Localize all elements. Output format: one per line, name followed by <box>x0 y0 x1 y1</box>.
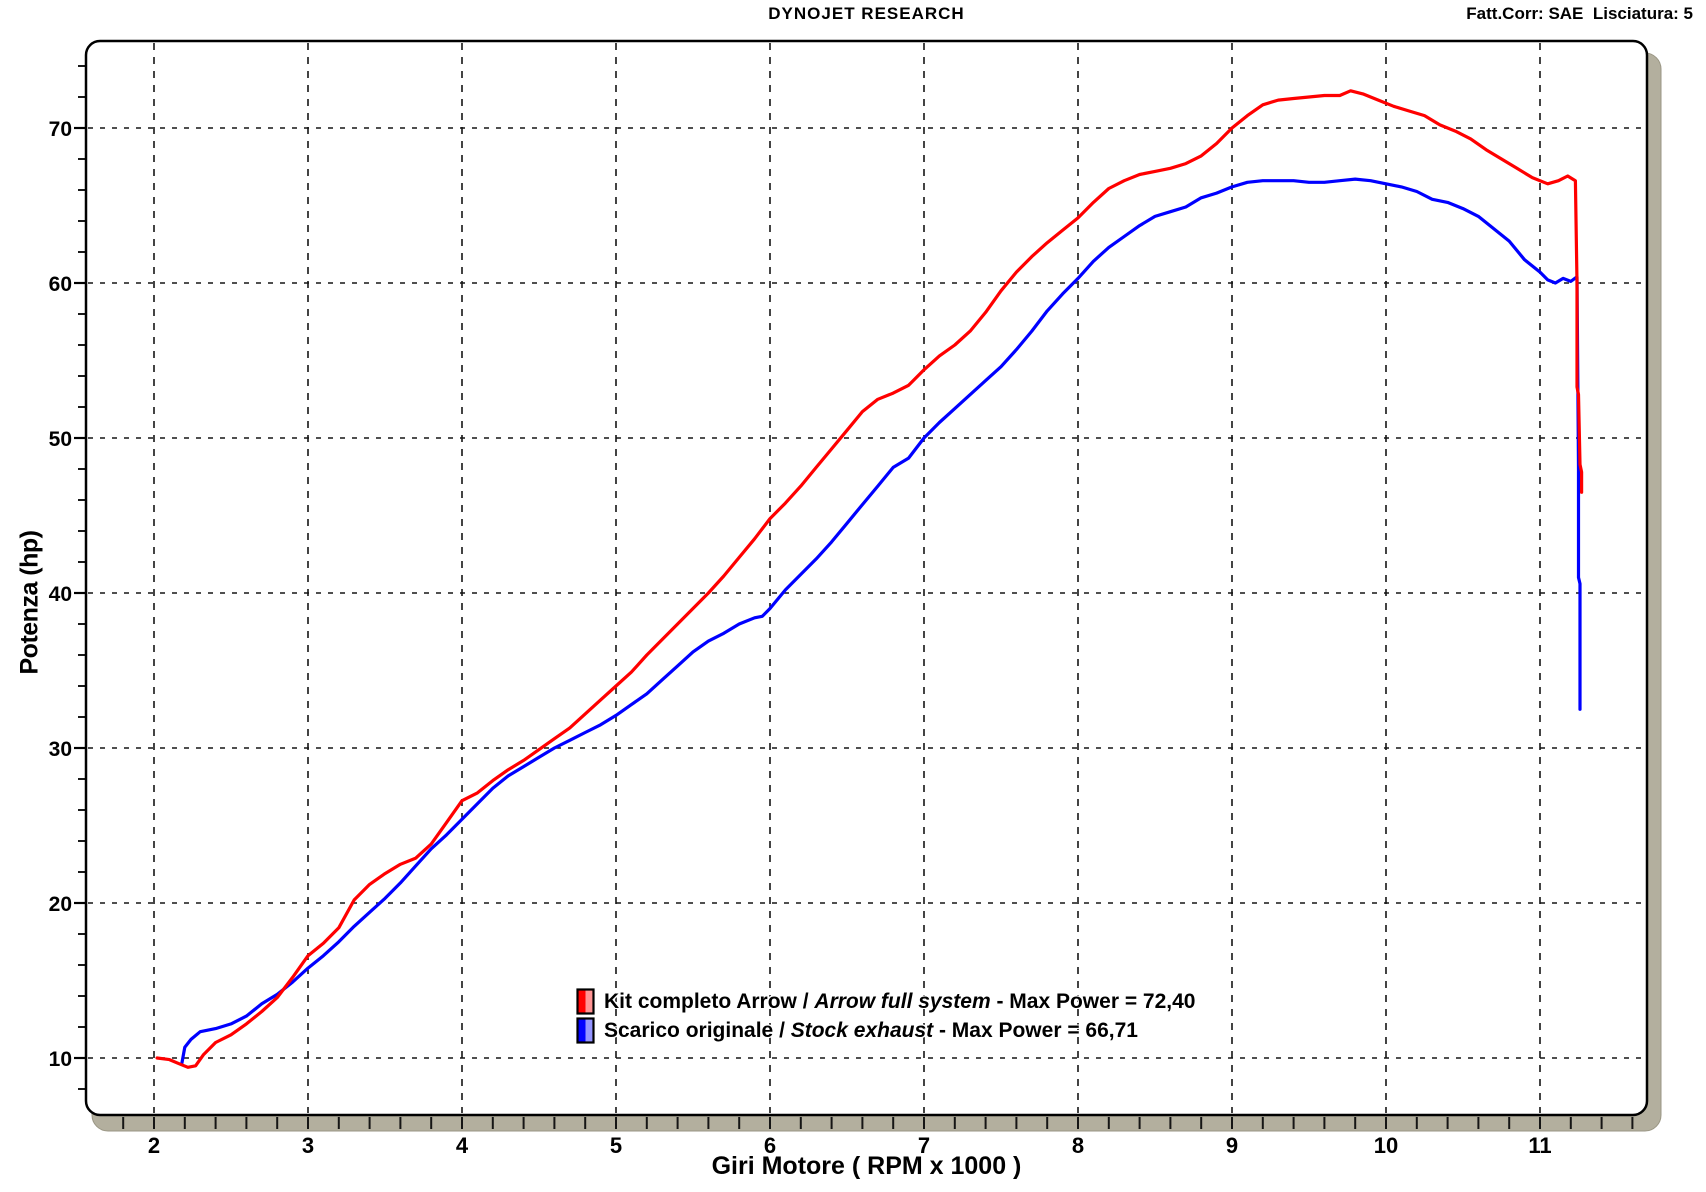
plot-area <box>84 39 1649 1117</box>
x-tick-label: 2 <box>148 1133 160 1158</box>
y-axis-title: Potenza (hp) <box>15 530 44 675</box>
power-curve-arrow <box>155 89 1584 1069</box>
y-tick-label: 70 <box>49 118 72 141</box>
y-tick-label: 10 <box>49 1048 72 1071</box>
y-tick-label: 20 <box>49 893 72 916</box>
y-tick-label: 60 <box>49 273 72 296</box>
x-tick-label: 8 <box>1072 1133 1084 1158</box>
y-tick-label: 40 <box>49 583 72 606</box>
y-tick-label: 50 <box>49 428 72 451</box>
x-tick-label: 4 <box>456 1133 469 1158</box>
legend-row-arrow: Kit completo Arrow / Arrow full system -… <box>576 987 1195 1016</box>
x-tick-label: 9 <box>1226 1133 1238 1158</box>
page-title: DYNOJET RESEARCH <box>768 4 965 23</box>
x-tick-label: 7 <box>918 1133 930 1158</box>
x-axis-title: Giri Motore ( RPM x 1000 ) <box>711 1152 1022 1180</box>
x-tick-label: 3 <box>302 1133 314 1158</box>
power-curve-stock <box>180 177 1582 1066</box>
x-tick-label: 6 <box>764 1133 776 1158</box>
legend-row-stock: Scarico originale / Stock exhaust - Max … <box>576 1016 1195 1045</box>
legend: Kit completo Arrow / Arrow full system -… <box>576 987 1195 1045</box>
legend-label-arrow: Kit completo Arrow / Arrow full system -… <box>604 989 1196 1013</box>
arrow-series-swatch <box>576 988 595 1015</box>
x-tick-label: 11 <box>1528 1133 1551 1158</box>
y-tick-label: 30 <box>49 738 72 761</box>
correction-info: Fatt.Corr: SAE Lisciatura: 5 <box>1466 4 1693 23</box>
x-tick-label: 5 <box>610 1133 622 1158</box>
legend-label-stock: Scarico originale / Stock exhaust - Max … <box>604 1018 1138 1042</box>
stock-series-swatch <box>576 1017 595 1044</box>
x-tick-label: 10 <box>1374 1133 1398 1158</box>
